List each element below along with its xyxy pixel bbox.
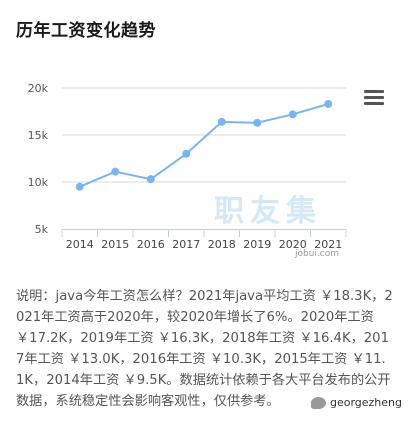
- x-tick-label: 2015: [101, 238, 129, 251]
- chart-credit: jobui.com: [294, 249, 339, 259]
- y-tick-label: 20k: [28, 82, 49, 95]
- salary-trend-chart: 职友集 jobui.com 5k 10k 15k 20k 2014 2015 2016 201…: [28, 82, 347, 259]
- watermark-text: 职友集: [214, 194, 322, 229]
- x-tick-label: 2016: [137, 238, 165, 251]
- data-point[interactable]: [111, 167, 120, 176]
- menu-bar: [364, 102, 384, 105]
- x-tick-label: 2018: [208, 238, 236, 251]
- x-tick-label: 2019: [243, 238, 271, 251]
- x-tick-label: 2021: [314, 238, 342, 251]
- x-tick-label: 2014: [66, 238, 94, 251]
- data-point[interactable]: [217, 117, 226, 126]
- y-tick-label: 5k: [35, 223, 49, 236]
- data-point[interactable]: [182, 149, 191, 158]
- series-line: [79, 103, 329, 188]
- x-tick-label: 2020: [279, 238, 307, 251]
- account-name: georgezheng: [329, 396, 402, 409]
- y-tick-label: 15k: [28, 129, 49, 142]
- chart-menu-button[interactable]: [364, 90, 384, 106]
- salary-description: 说明：java今年工资怎么样？2021年java平均工资 ￥18.3K，2021…: [16, 289, 393, 409]
- data-point[interactable]: [288, 110, 297, 119]
- menu-bar: [364, 90, 384, 93]
- data-point[interactable]: [75, 182, 84, 191]
- data-point[interactable]: [146, 175, 155, 184]
- wechat-icon: [310, 396, 326, 409]
- data-point[interactable]: [324, 99, 333, 108]
- x-tick-label: 2017: [172, 238, 200, 251]
- menu-bar: [364, 96, 384, 99]
- y-tick-label: 10k: [28, 176, 49, 189]
- data-point[interactable]: [253, 118, 262, 127]
- footer-watermark: georgezheng: [307, 395, 405, 410]
- page-title: 历年工资变化趋势: [16, 21, 156, 41]
